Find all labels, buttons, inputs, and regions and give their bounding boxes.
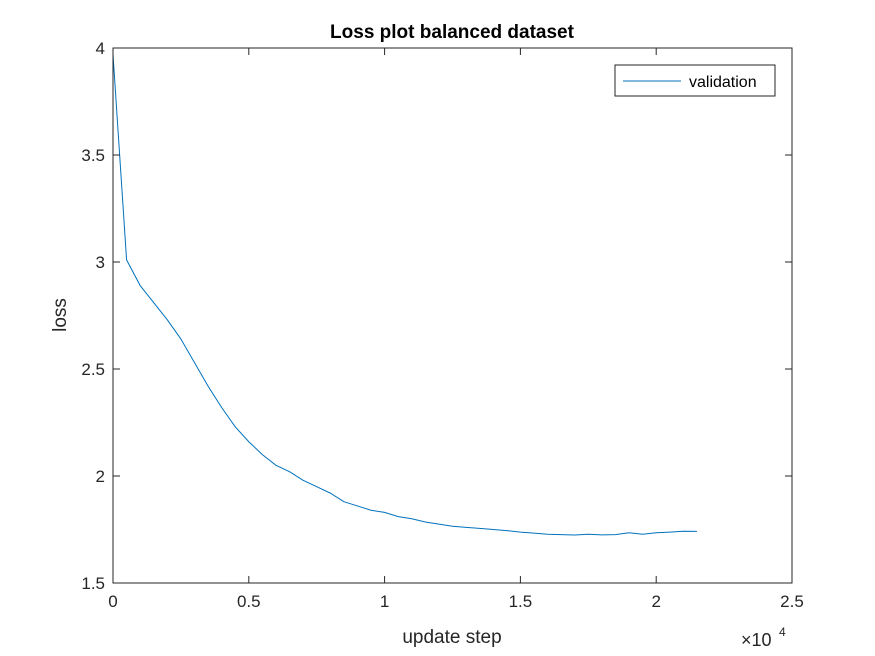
y-tick-label: 3.5	[81, 146, 105, 165]
chart-title: Loss plot balanced dataset	[330, 22, 575, 43]
x-exponent-base: ×10	[741, 630, 772, 650]
x-tick-label: 2.5	[780, 592, 804, 611]
legend-label: validation	[689, 74, 757, 91]
plot-frame	[112, 47, 793, 584]
series-line-0	[112, 54, 697, 536]
x-exponent-power: 4	[779, 625, 786, 639]
y-tick-label: 1.5	[81, 574, 105, 593]
x-exponent-label: ×10 4	[741, 625, 786, 650]
x-tick-label: 0.5	[237, 592, 261, 611]
y-tick-label: 2	[96, 467, 105, 486]
x-tick-label: 2	[651, 592, 660, 611]
x-tick-label: 1.5	[509, 592, 533, 611]
x-axis-label: update step	[402, 627, 501, 648]
y-axis-label: loss	[50, 298, 71, 332]
series-layer	[112, 54, 697, 536]
x-tick-label: 0	[108, 592, 117, 611]
x-tick-label: 1	[380, 592, 389, 611]
plot-area	[113, 48, 792, 583]
y-tick-label: 4	[96, 39, 105, 58]
y-tick-label: 3	[96, 253, 105, 272]
tick-layer: 0 0.5 1 1.5 2 2.5 1.5 2 2.5 3 3.5 4	[81, 39, 803, 611]
y-tick-label: 2.5	[81, 360, 105, 379]
legend: validation	[614, 64, 776, 97]
